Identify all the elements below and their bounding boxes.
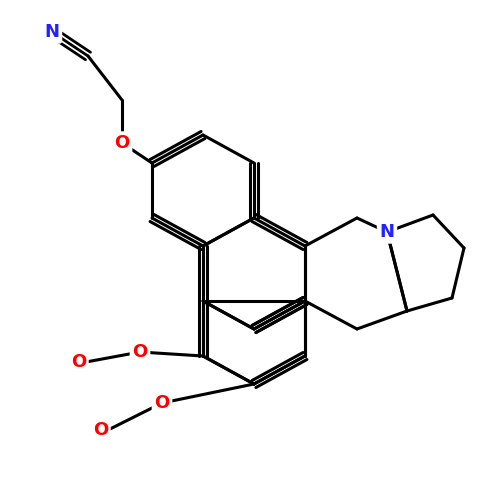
Text: N: N — [44, 23, 60, 41]
Text: O: O — [114, 134, 130, 152]
Text: N: N — [380, 223, 394, 241]
Text: O: O — [71, 353, 86, 371]
Text: O: O — [154, 394, 170, 412]
Text: O: O — [93, 421, 108, 439]
Text: O: O — [132, 343, 148, 361]
